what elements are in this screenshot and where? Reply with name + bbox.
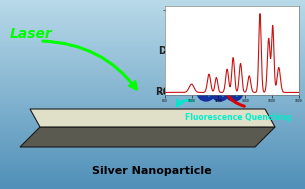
Bar — [0, 129, 305, 132]
Bar — [0, 13, 305, 16]
Bar — [0, 104, 305, 107]
Bar — [0, 57, 305, 60]
Polygon shape — [20, 127, 275, 147]
Bar — [0, 98, 305, 101]
Bar — [0, 63, 305, 66]
Bar — [0, 53, 305, 57]
Bar — [0, 183, 305, 186]
Bar — [0, 117, 305, 120]
Bar — [0, 139, 305, 142]
Bar — [0, 38, 305, 41]
Bar — [0, 82, 305, 85]
Text: DNA: DNA — [158, 46, 181, 56]
Circle shape — [197, 83, 215, 101]
Bar — [0, 151, 305, 154]
Bar — [0, 167, 305, 170]
Bar — [0, 22, 305, 25]
Circle shape — [211, 83, 229, 101]
Bar — [0, 94, 305, 98]
Bar — [0, 173, 305, 176]
Bar — [0, 136, 305, 139]
Text: R6G: R6G — [155, 87, 177, 97]
Bar — [0, 101, 305, 104]
Bar — [0, 66, 305, 69]
Bar — [0, 126, 305, 129]
Bar — [0, 132, 305, 136]
Polygon shape — [30, 109, 275, 127]
Bar — [0, 76, 305, 79]
Bar — [0, 176, 305, 180]
Circle shape — [214, 86, 220, 92]
Text: Laser: Laser — [10, 27, 53, 41]
Bar — [0, 44, 305, 47]
Bar — [0, 91, 305, 94]
Bar — [0, 142, 305, 145]
Bar — [0, 50, 305, 53]
Circle shape — [200, 86, 206, 92]
Bar — [0, 25, 305, 28]
Bar — [0, 186, 305, 189]
Bar — [0, 180, 305, 183]
Bar — [0, 107, 305, 110]
Bar — [0, 32, 305, 35]
Bar — [0, 3, 305, 6]
Bar — [0, 72, 305, 76]
Bar — [0, 19, 305, 22]
Bar — [0, 47, 305, 50]
Bar — [0, 161, 305, 164]
Bar — [0, 123, 305, 126]
Bar — [0, 170, 305, 173]
Text: +: + — [205, 92, 211, 98]
Bar — [0, 79, 305, 82]
Bar — [0, 69, 305, 72]
Bar — [0, 148, 305, 151]
Bar — [0, 28, 305, 32]
Bar — [0, 35, 305, 38]
Bar — [0, 85, 305, 88]
Bar — [0, 88, 305, 91]
Bar — [0, 154, 305, 157]
Bar — [0, 110, 305, 113]
Bar — [0, 6, 305, 9]
Bar — [0, 0, 305, 3]
Text: +: + — [233, 92, 239, 98]
Bar — [0, 113, 305, 117]
Bar — [0, 16, 305, 19]
Text: Fluorescence Quenching: Fluorescence Quenching — [185, 112, 292, 122]
Bar — [0, 120, 305, 123]
Text: Silver Nanoparticle: Silver Nanoparticle — [92, 166, 212, 176]
Bar — [0, 41, 305, 44]
Bar — [0, 145, 305, 148]
Circle shape — [225, 83, 243, 101]
Bar — [0, 157, 305, 161]
Bar — [0, 9, 305, 13]
Circle shape — [228, 86, 234, 92]
Text: +: + — [219, 92, 225, 98]
Bar — [0, 164, 305, 167]
Bar — [0, 60, 305, 63]
